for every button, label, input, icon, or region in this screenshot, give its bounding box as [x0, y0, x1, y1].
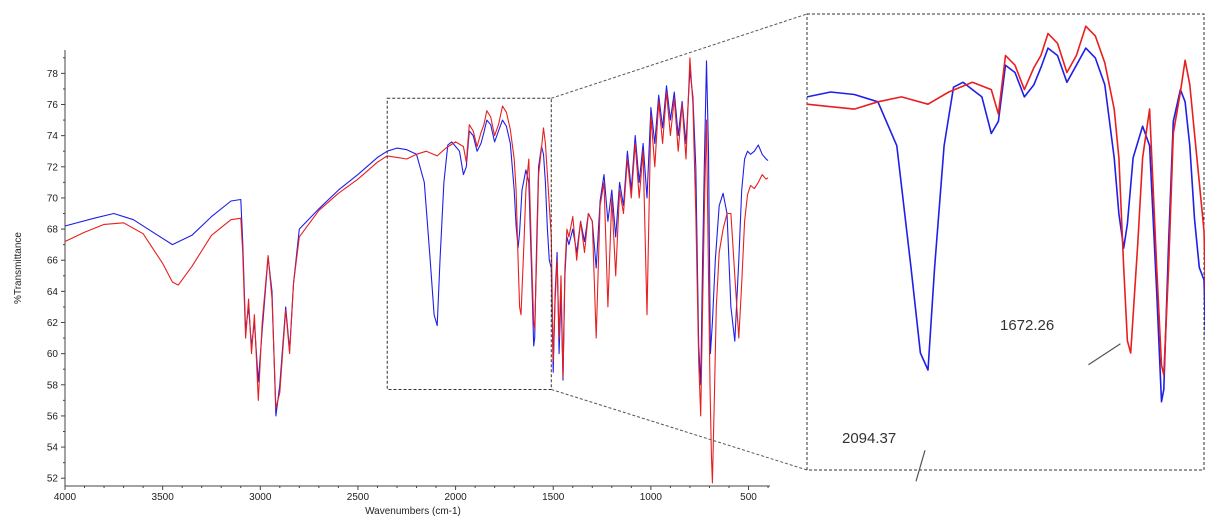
- y-tick-label: 62: [47, 318, 59, 329]
- y-axis-title: %Transmittance: [13, 232, 24, 304]
- y-tick-label: 78: [47, 69, 59, 80]
- zoom-connector-bottom: [551, 388, 808, 471]
- y-tick-label: 64: [47, 287, 59, 298]
- y-tick-label: 68: [47, 225, 59, 236]
- x-tick-label: 3000: [249, 492, 272, 503]
- x-axis-title: Wavenumbers (cm-1): [365, 506, 461, 517]
- y-ticks: 52 54 56 58 60 62 64 66 68 70 72 74 76 78: [47, 57, 65, 485]
- inset-plot: 2094.37 1672.26: [806, 13, 1205, 482]
- annotation-leader-1672: [1088, 343, 1121, 366]
- x-tick-label: 2000: [444, 492, 467, 503]
- annotation-label-1672: 1672.26: [1000, 317, 1054, 334]
- x-tick-label: 4000: [54, 492, 77, 503]
- zoom-connector-top: [551, 13, 808, 99]
- y-tick-label: 54: [47, 443, 59, 454]
- inset-spectrum-line-1: [807, 47, 1205, 403]
- x-ticks: 4000 3500 3000 2500 2000 1500 1000 500: [54, 486, 769, 503]
- main-plot: 4000 3500 3000 2500 2000 1500 1000 500 52 54 56 58…: [13, 50, 770, 517]
- y-tick-label: 52: [47, 474, 59, 485]
- y-tick-label: 76: [47, 100, 59, 111]
- annotation-label-2094: 2094.37: [842, 430, 896, 447]
- y-tick-label: 60: [47, 349, 59, 360]
- y-tick-label: 70: [47, 193, 59, 204]
- inset-series-lines: [807, 25, 1205, 403]
- inset-frame: [806, 13, 1205, 471]
- y-tick-label: 66: [47, 256, 59, 267]
- zoom-region-box: [386, 97, 552, 390]
- y-tick-label: 74: [47, 131, 59, 142]
- x-tick-label: 1500: [542, 492, 565, 503]
- x-tick-label: 3500: [152, 492, 175, 503]
- annotation-leader-2094: [915, 450, 926, 482]
- y-tick-label: 72: [47, 162, 59, 173]
- spectrum-line-2: [64, 57, 769, 484]
- y-tick-label: 58: [47, 380, 59, 391]
- inset-spectrum-line-2: [807, 25, 1205, 376]
- x-tick-label: 500: [740, 492, 757, 503]
- x-tick-label: 1000: [640, 492, 663, 503]
- spectrum-line-1: [64, 60, 769, 417]
- x-tick-label: 2500: [347, 492, 370, 503]
- y-tick-label: 56: [47, 411, 59, 422]
- series-lines: [64, 57, 769, 484]
